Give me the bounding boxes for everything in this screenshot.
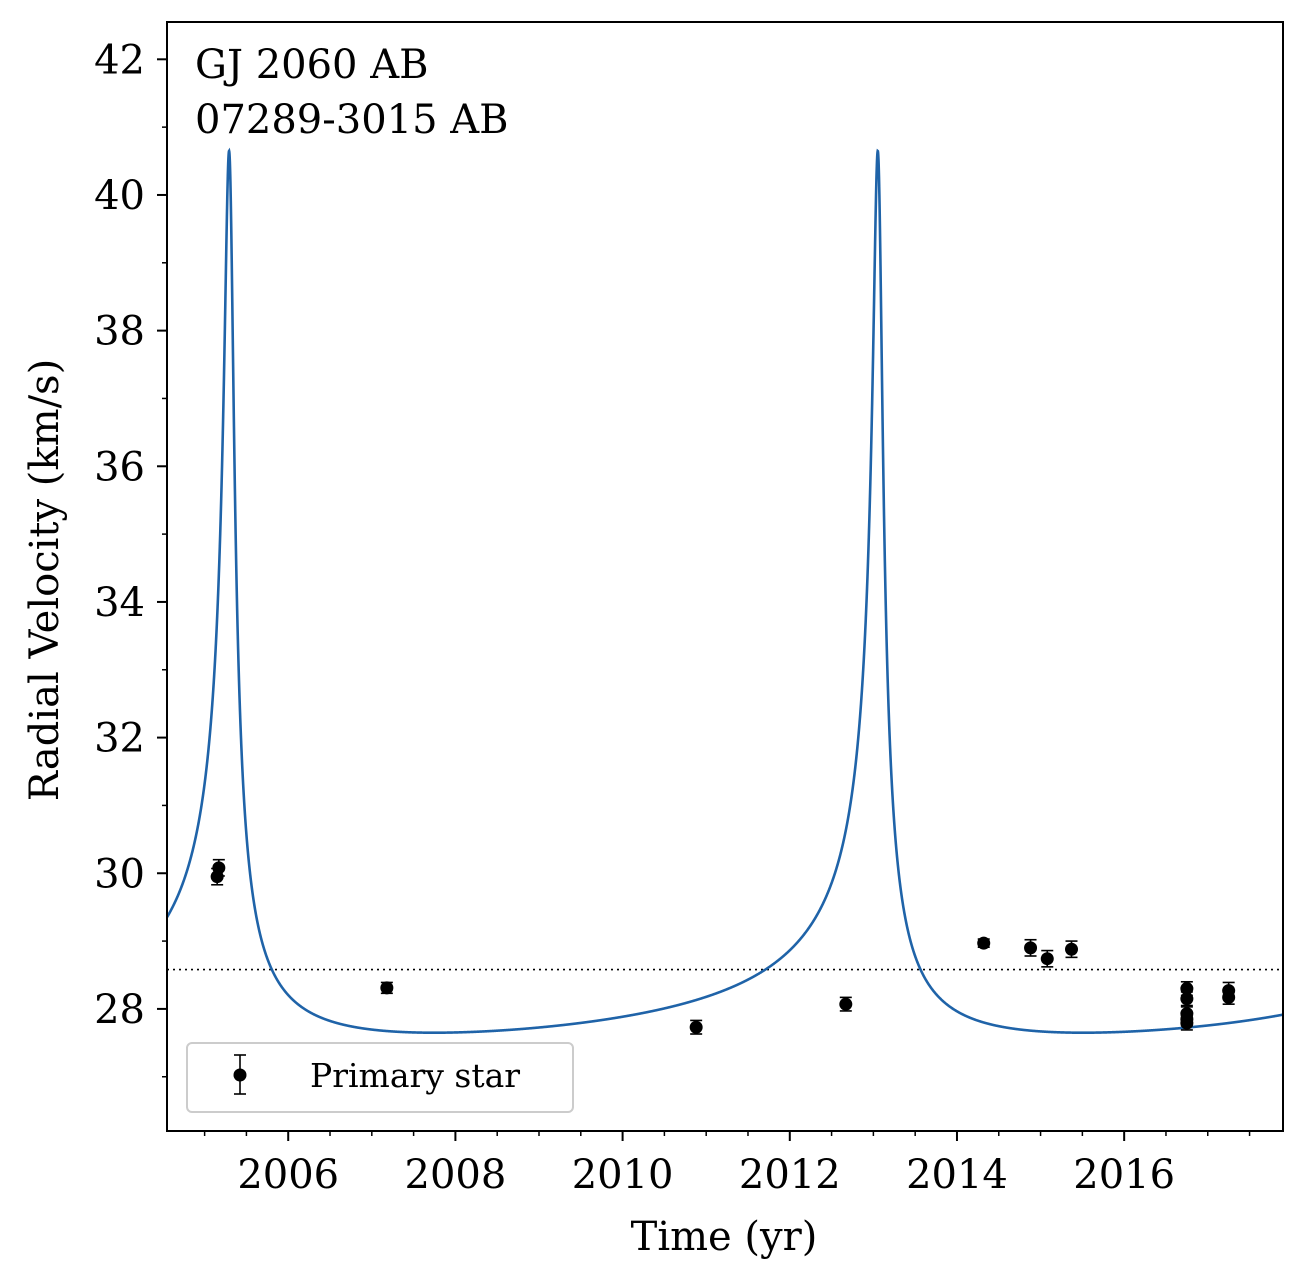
y-axis: 28 30 32 34 36 38 40 42: [94, 37, 167, 1078]
x-tick-label: 2008: [405, 1152, 507, 1198]
legend-box: [186, 1042, 574, 1113]
x-tick-label: 2010: [572, 1152, 674, 1198]
data-point: [1040, 949, 1054, 968]
data-point-marker: [1065, 942, 1079, 956]
y-axis-title: Radial Velocity (km/s): [22, 359, 68, 801]
data-point-marker: [212, 861, 226, 875]
data-point-marker: [1024, 941, 1038, 955]
data-point-marker: [1040, 952, 1054, 966]
x-tick-label: 2006: [237, 1152, 339, 1198]
data-point-marker: [1180, 992, 1194, 1006]
legend-label: Primary star: [310, 1056, 520, 1095]
data-points: [210, 858, 1236, 1035]
plot-frame: [166, 21, 1284, 1132]
data-point-marker: [689, 1020, 703, 1034]
y-tick-label: 40: [94, 173, 145, 219]
y-tick-label: 38: [94, 309, 145, 355]
x-tick-label: 2016: [1073, 1152, 1175, 1198]
data-point: [839, 996, 853, 1012]
data-point: [1024, 938, 1038, 957]
data-point: [977, 936, 991, 950]
x-tick-label: 2012: [739, 1152, 841, 1198]
y-tick-label: 30: [94, 851, 145, 897]
x-axis: 2006 2008 2010 2012 2014 2016: [203, 1131, 1251, 1198]
legend-marker-icon: [233, 1068, 247, 1082]
orbit-model-curve: [167, 147, 1283, 1035]
data-point: [380, 981, 394, 995]
data-point: [1180, 991, 1194, 1007]
data-point-marker: [977, 936, 991, 950]
y-tick-label: 32: [94, 716, 145, 762]
x-axis-title: Time (yr): [631, 1214, 818, 1260]
annotation-star-name: GJ 2060 AB: [195, 42, 429, 88]
legend: Primary star: [186, 1042, 574, 1113]
data-point-marker: [1180, 1016, 1194, 1030]
y-tick-label: 34: [94, 580, 145, 626]
y-tick-label: 42: [94, 37, 145, 83]
annotation-wds-id: 07289-3015 AB: [195, 97, 509, 143]
data-point-marker: [839, 997, 853, 1011]
plot-area: [167, 147, 1283, 1035]
data-point: [212, 858, 226, 877]
x-tick-label: 2014: [906, 1152, 1008, 1198]
y-tick-label: 28: [94, 987, 145, 1033]
y-tick-label: 36: [94, 444, 145, 490]
data-point: [1065, 940, 1079, 959]
data-point: [1222, 989, 1236, 1005]
data-point-marker: [380, 981, 394, 995]
data-point: [1180, 1015, 1194, 1031]
data-point-marker: [1222, 990, 1236, 1004]
data-point: [689, 1019, 703, 1035]
